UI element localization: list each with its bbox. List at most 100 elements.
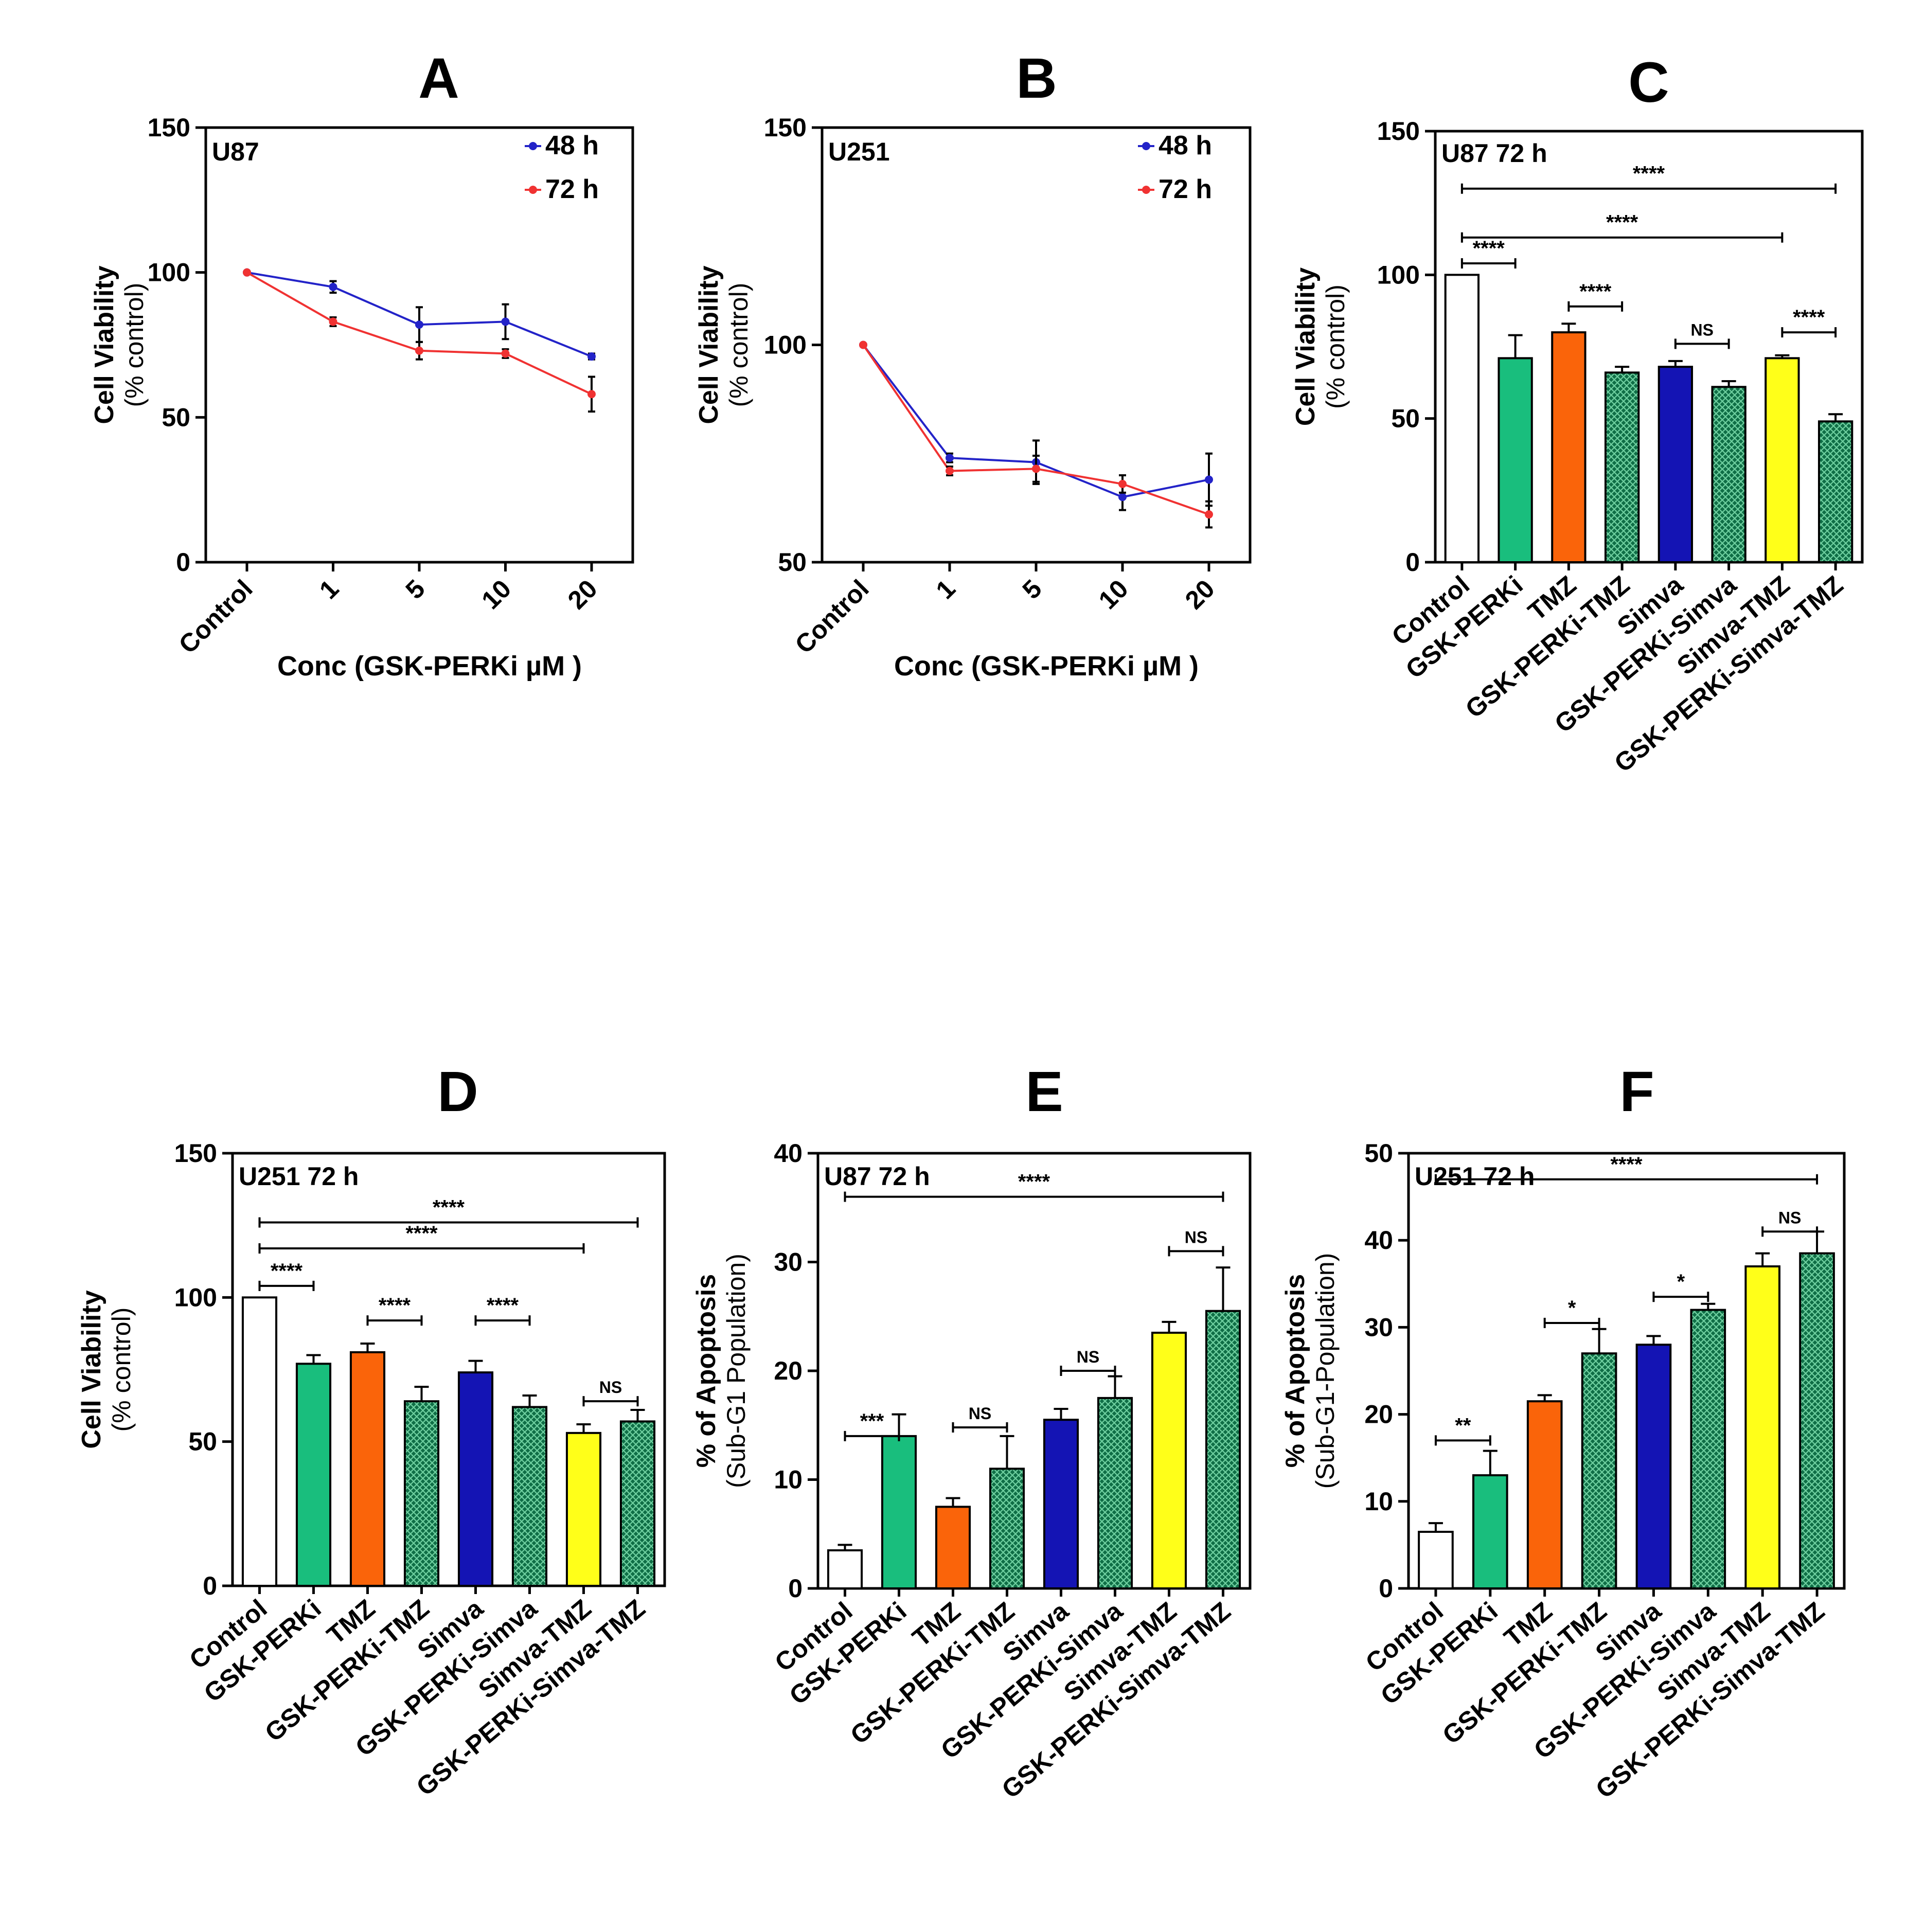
bar: [619, 1420, 656, 1587]
y-tick-label: 0: [203, 1571, 217, 1600]
significance-label: ****: [271, 1260, 303, 1282]
data-point: [1205, 475, 1213, 484]
panel-e: E % of Apoptosis (Sub-G1 Population) 0 10 20 3…: [691, 1060, 1252, 1804]
panel-letter: F: [1619, 1060, 1654, 1123]
data-point: [1205, 510, 1213, 519]
data-point: [415, 346, 423, 355]
inset-label: U87: [212, 137, 259, 166]
data-point: [329, 317, 337, 326]
data-point: [501, 317, 510, 326]
significance-label: NS: [1077, 1348, 1099, 1366]
y-tick-label: 20: [1364, 1400, 1393, 1429]
data-point: [329, 282, 337, 291]
panel-d: D Cell Viability (% control) 0 50 100 150 U251 …: [77, 1060, 666, 1801]
plot-frame: [1407, 1152, 1846, 1590]
y-axis-title: Cell Viability: [90, 265, 119, 424]
bar: [1658, 366, 1694, 564]
significance-label: ****: [379, 1294, 411, 1317]
y-axis-label: % of Apoptosis (Sub-G1-Population): [1280, 1253, 1340, 1489]
significance-label: ***: [860, 1410, 884, 1433]
y-tick-label: 150: [1377, 117, 1420, 146]
y-tick-label: 0: [1379, 1574, 1393, 1603]
data-point: [415, 320, 423, 329]
plot-frame: [231, 1152, 666, 1587]
bar: [1498, 357, 1533, 563]
significance-label: NS: [969, 1404, 991, 1423]
y-axis-label: Cell Viability (% control): [694, 265, 753, 424]
inset-label: U251: [828, 137, 890, 166]
bar: [403, 1400, 440, 1587]
bar: [1581, 1352, 1617, 1589]
y-axis-subtitle: (Sub-G1 Population): [722, 1254, 751, 1488]
x-axis-title: Conc (GSK-PERKi µM ): [894, 651, 1199, 682]
y-tick-label: 50: [1391, 404, 1420, 433]
bar: [1526, 1400, 1563, 1589]
bar: [1205, 1310, 1241, 1590]
y-tick-label: 150: [174, 1139, 217, 1168]
x-tick-label: Control: [173, 574, 258, 659]
bar: [295, 1363, 332, 1587]
bar: [1765, 357, 1800, 563]
data-point: [243, 268, 251, 277]
significance-label: *: [1568, 1297, 1576, 1319]
legend-marker: [1142, 142, 1150, 150]
y-tick-label: 100: [764, 331, 807, 360]
data-point: [1032, 464, 1040, 473]
x-tick-label: 20: [1180, 574, 1220, 615]
bar: [989, 1468, 1025, 1590]
y-tick-label: 150: [148, 113, 190, 142]
bar: [511, 1406, 548, 1587]
y-axis-subtitle: (Sub-G1-Population): [1311, 1253, 1340, 1489]
y-tick-label: 40: [1364, 1226, 1393, 1255]
y-tick-label: 0: [176, 548, 190, 577]
y-tick-label: 50: [1364, 1139, 1393, 1168]
panel-letter: E: [1025, 1060, 1063, 1123]
y-tick-label: 20: [774, 1356, 803, 1385]
y-axis-subtitle: (% control): [120, 283, 149, 407]
y-axis-subtitle: (% control): [724, 283, 753, 407]
y-tick-label: 100: [1377, 260, 1420, 289]
legend-label: 48 h: [545, 131, 599, 160]
bar: [1604, 371, 1640, 564]
significance-label: NS: [599, 1378, 622, 1397]
y-axis-subtitle: (% control): [1321, 284, 1350, 409]
panel-letter: D: [437, 1060, 478, 1123]
bar: [1444, 274, 1480, 563]
plot-frame: [1434, 130, 1864, 564]
y-axis-title: % of Apoptosis: [691, 1274, 721, 1468]
data-point: [587, 390, 596, 399]
y-tick-label: 0: [1405, 548, 1420, 577]
x-tick-label: 5: [1017, 574, 1047, 604]
bar: [457, 1371, 494, 1587]
significance-label: ****: [1018, 1171, 1050, 1193]
bar: [1551, 331, 1587, 563]
x-tick-label: 10: [476, 574, 516, 615]
significance-label: NS: [1691, 320, 1714, 339]
y-axis-label: Cell Viability (% control): [1291, 267, 1350, 426]
y-axis-title: % of Apoptosis: [1280, 1274, 1310, 1468]
x-tick-label: Control: [790, 574, 875, 659]
legend-marker: [529, 142, 537, 150]
x-tick-label: 1: [314, 574, 344, 604]
bar: [1043, 1419, 1079, 1590]
significance-label: ****: [1633, 163, 1665, 185]
y-axis-label: Cell Viability (% control): [77, 1290, 136, 1448]
bar: [1418, 1531, 1454, 1590]
y-axis-title: Cell Viability: [694, 265, 724, 424]
y-tick-label: 50: [778, 548, 807, 577]
y-tick-label: 30: [1364, 1313, 1393, 1341]
bar: [349, 1351, 386, 1587]
y-axis-title: Cell Viability: [77, 1290, 106, 1448]
x-tick-label: 5: [400, 574, 431, 604]
panel-letter: A: [418, 47, 459, 110]
data-point: [946, 454, 954, 462]
y-tick-label: 10: [774, 1465, 803, 1494]
significance-label: *: [1677, 1271, 1685, 1293]
inset-label: U251 72 h: [1415, 1162, 1535, 1191]
x-tick-label: 1: [931, 574, 961, 604]
data-point: [1118, 479, 1127, 488]
y-tick-label: 10: [1364, 1487, 1393, 1516]
bar: [1097, 1397, 1133, 1589]
significance-label: ****: [1473, 237, 1505, 260]
legend-marker: [529, 186, 537, 194]
